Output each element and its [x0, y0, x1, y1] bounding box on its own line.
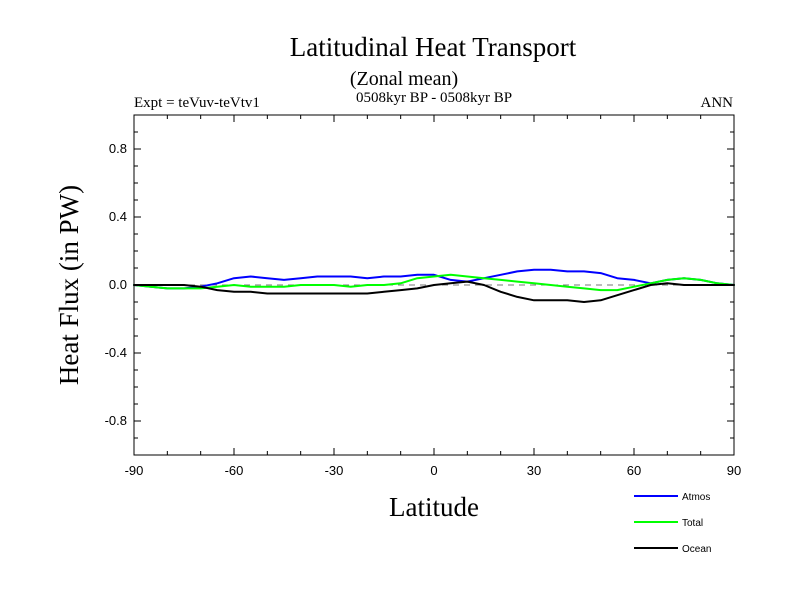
- y-tick-label: 0.8: [109, 141, 127, 156]
- legend-label-atmos: Atmos: [682, 492, 710, 503]
- y-tick-label: 0.4: [109, 209, 127, 224]
- legend-label-ocean: Ocean: [682, 544, 711, 555]
- chart-title: Latitudinal Heat Transport: [290, 32, 577, 62]
- legend: Atmos Total Ocean: [634, 492, 711, 555]
- period-label: 0508kyr BP - 0508kyr BP: [356, 90, 512, 106]
- experiment-label: Expt = teVuv-teVtv1: [134, 95, 260, 111]
- series-line-total: [133, 273, 735, 292]
- plot-frame: [133, 114, 735, 456]
- x-tick-label: 60: [627, 463, 641, 478]
- chart-subtitle: (Zonal mean): [350, 68, 458, 90]
- series-line-atmos: [133, 268, 735, 290]
- y-tick-label: -0.4: [105, 345, 127, 360]
- x-axis-label: Latitude: [389, 492, 479, 522]
- season-label: ANN: [701, 95, 734, 111]
- x-tick-label: -30: [325, 463, 344, 478]
- x-tick-label: 90: [727, 463, 741, 478]
- y-axis-label: Heat Flux (in PW): [54, 185, 84, 385]
- x-tick-label: 30: [527, 463, 541, 478]
- y-tick-label: 0.0: [109, 277, 127, 292]
- series-line-ocean: [133, 280, 735, 303]
- data-series: [133, 268, 735, 303]
- axis-ticks: -90 -60 -30 0 30 60 90 0.8 0.4 0.0 -0.4 -0.8: [105, 115, 741, 478]
- x-tick-label: 0: [430, 463, 437, 478]
- x-tick-label: -60: [225, 463, 244, 478]
- y-tick-label: -0.8: [105, 413, 127, 428]
- x-tick-label: -90: [125, 463, 144, 478]
- legend-label-total: Total: [682, 518, 703, 529]
